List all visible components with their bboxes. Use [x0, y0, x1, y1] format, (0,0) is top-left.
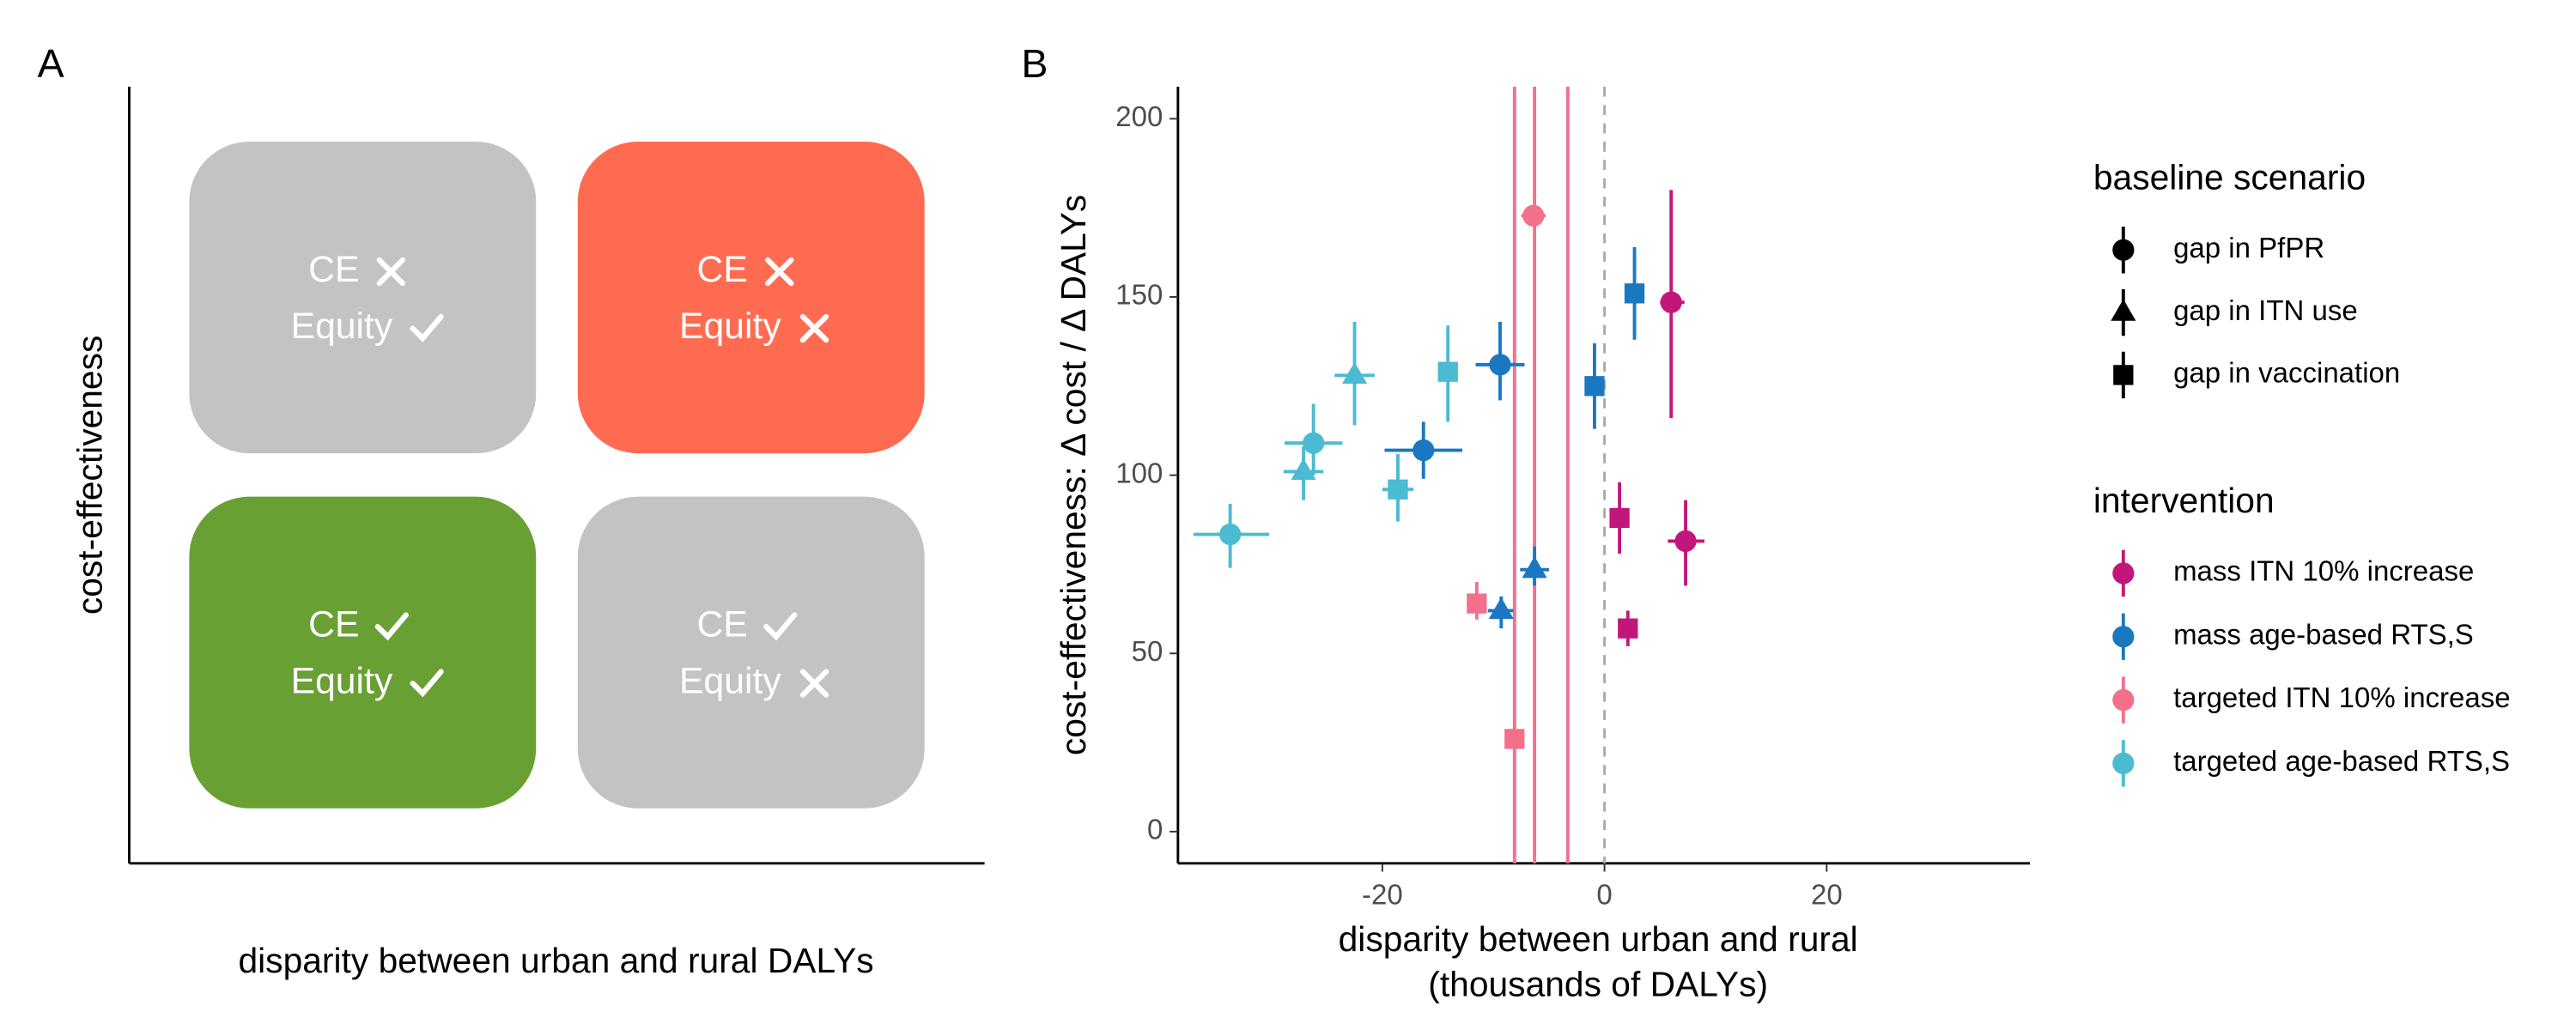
legend-title: intervention: [2093, 481, 2275, 520]
check-icon: [410, 313, 444, 342]
legend-title: baseline scenario: [2093, 157, 2366, 197]
point: [1504, 729, 1525, 749]
point: [1488, 597, 1514, 620]
legend-key: [2112, 239, 2135, 261]
cross-icon: [765, 257, 794, 287]
point: [1674, 530, 1697, 553]
check-icon: [763, 612, 798, 641]
quadrant-box: [577, 496, 925, 809]
legend-key: [2113, 365, 2134, 385]
check-icon: [374, 612, 409, 641]
x-tick-label: 0: [1596, 878, 1612, 910]
legend-key: [2112, 626, 2135, 648]
point: [1609, 507, 1630, 529]
legend-label: targeted ITN 10% increase: [2173, 682, 2511, 713]
y-tick-label: 50: [1132, 635, 1163, 667]
point: [1303, 432, 1325, 454]
equity-label: Equity: [679, 660, 781, 701]
panel-label: A: [38, 41, 64, 86]
point: [1624, 283, 1645, 304]
legend-label: gap in PfPR: [2173, 232, 2324, 264]
y-tick-label: 0: [1147, 814, 1163, 845]
point: [1618, 618, 1638, 639]
x-tick-label: 20: [1811, 878, 1843, 910]
point: [1522, 204, 1545, 227]
check-icon: [410, 669, 444, 698]
quadrant-box: [189, 496, 537, 809]
x-axis-title: disparity between urban and rural: [1339, 919, 1858, 959]
legend-label: gap in ITN use: [2173, 294, 2358, 326]
x-tick-label: -20: [1362, 878, 1403, 910]
y-axis-title: cost-effectiveness: [70, 336, 110, 615]
y-axis-title: cost-effectiveness: Δ cost / Δ DALYs: [1054, 195, 1093, 755]
point: [1584, 376, 1605, 397]
equity-label: Equity: [291, 660, 393, 701]
point: [1489, 354, 1511, 376]
point: [1467, 593, 1487, 614]
legend-label: mass ITN 10% increase: [2173, 555, 2474, 587]
ce-label: CE: [308, 249, 359, 290]
point: [1660, 291, 1682, 313]
x-axis-title: disparity between urban and rural DALYs: [238, 941, 873, 980]
point: [1522, 556, 1547, 579]
legend-key: [2112, 562, 2135, 585]
x-axis-title: (thousands of DALYs): [1428, 964, 1768, 1003]
legend-label: gap in vaccination: [2173, 357, 2400, 389]
legend-label: mass age-based RTS,S: [2173, 618, 2474, 650]
point: [1388, 479, 1408, 500]
legend-key: [2112, 752, 2135, 774]
equity-label: Equity: [679, 306, 781, 347]
ce-label: CE: [308, 603, 359, 645]
quadrant-box: [189, 142, 537, 454]
panel-label: B: [1021, 41, 1048, 86]
y-tick-label: 150: [1115, 279, 1163, 311]
cross-icon: [376, 257, 406, 287]
cross-icon: [799, 669, 829, 698]
ce-label: CE: [697, 249, 748, 290]
legend-label: targeted age-based RTS,S: [2173, 745, 2510, 777]
point: [1291, 457, 1316, 481]
point: [1219, 523, 1242, 546]
cross-icon: [799, 313, 829, 343]
ce-label: CE: [697, 603, 748, 645]
point: [1413, 439, 1435, 462]
y-tick-label: 200: [1115, 100, 1163, 132]
y-tick-label: 100: [1115, 457, 1163, 488]
quadrant-box: [577, 142, 925, 454]
equity-label: Equity: [291, 306, 393, 347]
point: [1437, 361, 1458, 382]
point: [1341, 361, 1368, 385]
legend-key: [2112, 688, 2135, 712]
legend-key: [2111, 299, 2136, 321]
